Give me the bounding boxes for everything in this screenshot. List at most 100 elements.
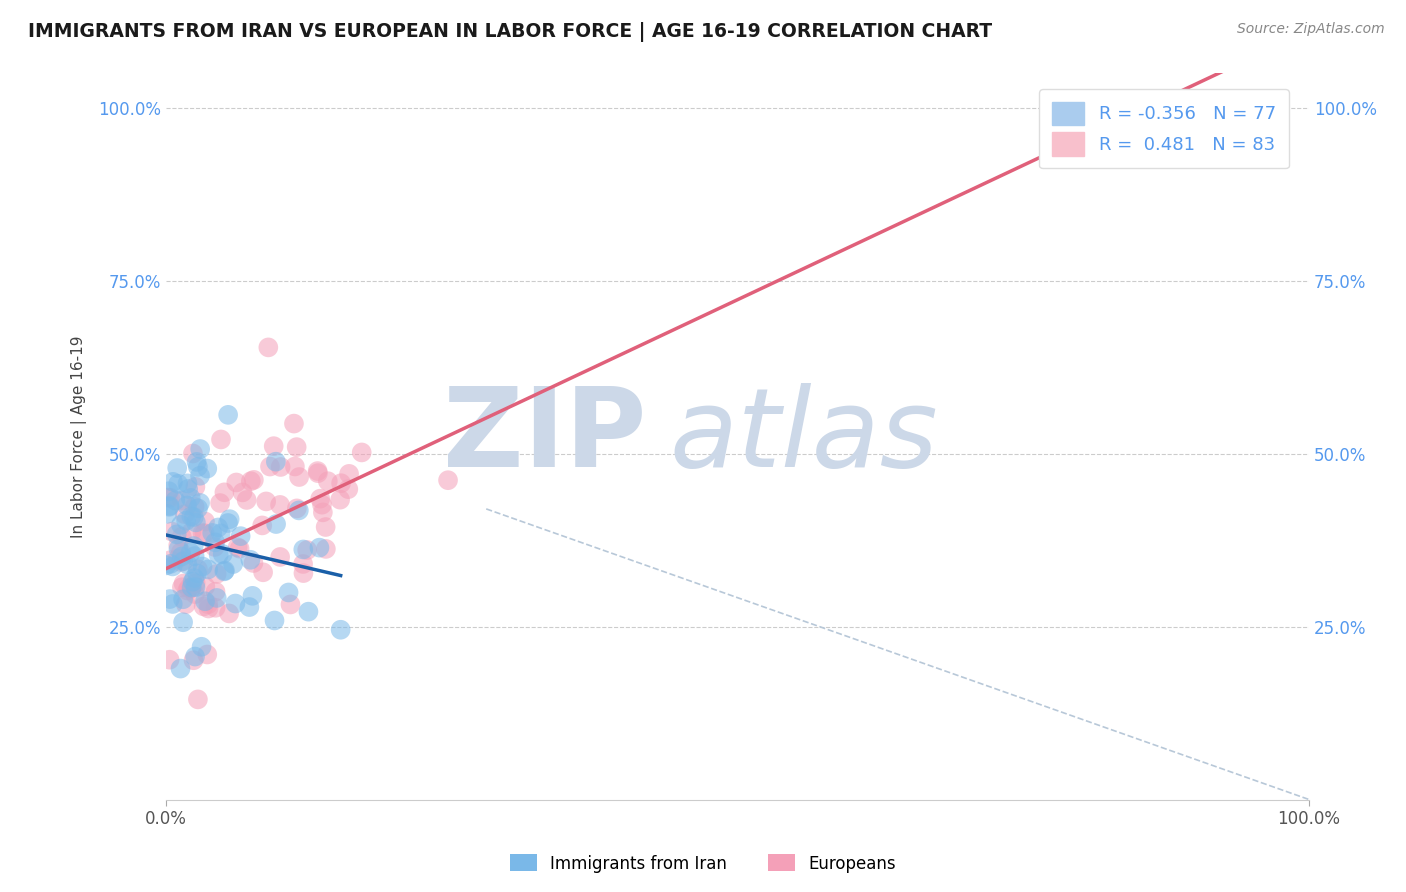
Point: [252, 518, 274, 533]
Point: [217, 408, 239, 422]
Point: [329, 623, 352, 637]
Point: [263, 614, 285, 628]
Point: [188, 496, 211, 510]
Point: [172, 615, 194, 630]
Point: [180, 524, 202, 539]
Point: [170, 530, 193, 544]
Point: [181, 446, 204, 460]
Point: [162, 597, 184, 611]
Point: [159, 653, 181, 667]
Point: [187, 501, 209, 516]
Point: [159, 499, 181, 513]
Point: [225, 475, 247, 490]
Point: [184, 587, 207, 601]
Point: [170, 580, 193, 594]
Point: [316, 474, 339, 488]
Point: [218, 607, 240, 621]
Point: [184, 649, 207, 664]
Point: [172, 554, 194, 568]
Point: [209, 496, 232, 510]
Point: [288, 503, 311, 517]
Point: [311, 498, 333, 512]
Point: [195, 648, 218, 662]
Point: [238, 600, 260, 615]
Point: [224, 597, 246, 611]
Point: [187, 692, 209, 706]
Point: [180, 509, 202, 524]
Text: Source: ZipAtlas.com: Source: ZipAtlas.com: [1237, 22, 1385, 37]
Point: [295, 543, 318, 558]
Point: [176, 558, 198, 572]
Point: [257, 340, 280, 354]
Point: [184, 480, 207, 494]
Point: [169, 662, 191, 676]
Point: [177, 581, 200, 595]
Point: [254, 494, 277, 508]
Point: [283, 417, 305, 431]
Point: [159, 592, 181, 607]
Point: [197, 601, 219, 615]
Point: [285, 440, 308, 454]
Point: [243, 473, 266, 487]
Point: [191, 559, 214, 574]
Point: [186, 455, 208, 469]
Point: [205, 591, 228, 605]
Text: ZIP: ZIP: [443, 383, 647, 490]
Point: [173, 507, 195, 521]
Point: [222, 557, 245, 571]
Point: [201, 525, 224, 540]
Point: [239, 474, 262, 488]
Point: [204, 535, 226, 549]
Point: [170, 549, 193, 564]
Point: [308, 541, 330, 555]
Point: [166, 527, 188, 541]
Point: [165, 493, 187, 508]
Point: [180, 491, 202, 505]
Point: [259, 459, 281, 474]
Point: [226, 541, 249, 555]
Point: [315, 520, 337, 534]
Point: [184, 580, 207, 594]
Point: [288, 470, 311, 484]
Point: [264, 455, 287, 469]
Point: [330, 476, 353, 491]
Point: [292, 542, 315, 557]
Point: [167, 538, 190, 552]
Point: [159, 491, 181, 505]
Point: [183, 510, 205, 524]
Point: [174, 597, 197, 611]
Point: [270, 460, 292, 475]
Point: [173, 576, 195, 591]
Point: [337, 467, 360, 481]
Point: [159, 557, 181, 571]
Point: [180, 581, 202, 595]
Point: [177, 482, 200, 496]
Point: [277, 585, 299, 599]
Point: [157, 484, 180, 499]
Point: [284, 459, 307, 474]
Point: [190, 640, 212, 654]
Point: [205, 566, 228, 581]
Point: [156, 491, 179, 505]
Point: [280, 598, 302, 612]
Point: [211, 547, 233, 561]
Point: [166, 551, 188, 566]
Point: [188, 442, 211, 456]
Point: [269, 498, 291, 512]
Point: [183, 500, 205, 514]
Point: [214, 565, 236, 579]
Point: [242, 556, 264, 570]
Point: [292, 557, 315, 571]
Point: [307, 464, 329, 478]
Point: [209, 526, 232, 541]
Point: [187, 459, 209, 474]
Point: [269, 549, 291, 564]
Point: [194, 594, 217, 608]
Point: [188, 468, 211, 483]
Point: [242, 589, 264, 603]
Text: atlas: atlas: [669, 383, 938, 490]
Point: [214, 485, 236, 500]
Point: [285, 501, 308, 516]
Point: [437, 473, 460, 487]
Point: [183, 653, 205, 667]
